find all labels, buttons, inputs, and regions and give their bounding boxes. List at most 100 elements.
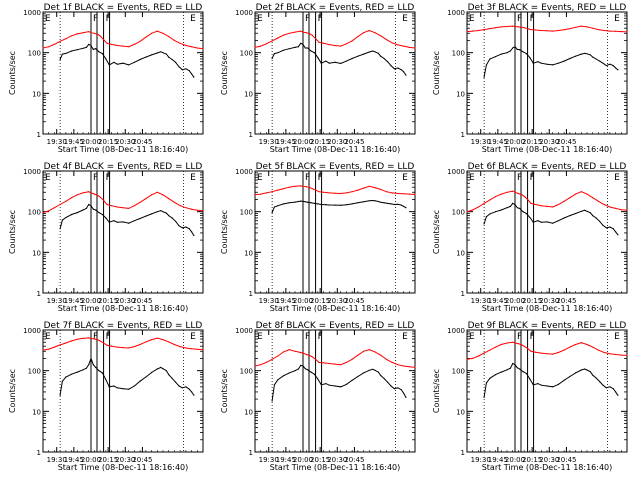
events-series-point [297,200,299,203]
events-series-point [85,367,87,369]
x-axis-label: Start Time (08-Dec-11 18:16:40) [270,145,401,154]
lld-series-point [517,192,520,195]
events-series-point [615,67,617,69]
lld-series-point [483,352,485,354]
events-series-point [128,222,130,224]
y-tick-label: 10 [32,408,41,416]
lld-series-point [156,337,158,339]
lld-series-point [540,29,542,32]
events-series-point [552,222,554,224]
events-series-point [615,231,617,233]
events-series-point [145,376,147,378]
y-tick-label: 100 [28,209,41,217]
events-series-point [393,68,395,70]
events-series-point [178,385,180,387]
events-series-point [59,58,61,61]
events-series-point [592,215,594,217]
marker-label: F [318,332,323,342]
events-series-point [307,369,309,371]
y-tick-label: 1 [249,449,253,457]
lld-series-point [59,344,61,346]
events-series-point [334,385,336,387]
events-series-point [92,364,94,366]
marker-label: E [469,173,475,183]
lld-series-point [168,341,170,343]
events-series-point [519,368,521,370]
lld-series-point [626,354,628,356]
events-series-point [363,372,365,374]
events-series-point [569,215,571,217]
y-tick-label: 1000 [235,168,253,176]
events-series-point [325,204,327,206]
lld-series-point [302,352,304,354]
events-series-point [552,386,554,388]
events-series-point [368,51,370,53]
lld-series-line [42,191,204,214]
lld-series-line [42,337,204,351]
lld-series-point [265,361,267,363]
y-tick-label: 1 [249,290,253,298]
x-tick-label: 20:00 [505,138,525,146]
lld-series-point [535,203,537,206]
lld-series-point [90,32,92,34]
lld-series-point [277,189,279,191]
events-series-point [609,386,611,388]
y-axis-label: Counts/sec [8,51,17,95]
lld-series-point [328,192,330,194]
x-tick-label: 20:15 [522,138,542,146]
lld-series-point [315,358,317,360]
events-series-point [357,375,359,378]
lld-series-point [351,358,353,360]
events-series-point [95,366,97,368]
events-series-point [65,376,67,378]
events-series-point [175,61,177,63]
events-series-point [334,61,336,63]
lld-series-point [173,201,175,203]
events-series-point [537,61,539,63]
lld-series-point [552,206,554,208]
events-series-point [151,54,153,56]
lld-series-point [271,191,273,193]
marker-label: F [106,332,111,342]
events-series-point [283,49,285,51]
events-series-point [101,372,103,374]
marker-label: E [402,332,408,342]
events-series-point [557,383,560,385]
lld-series-point [76,33,78,35]
lld-series-point [523,27,525,29]
x-tick-label: 20:45 [344,138,364,146]
events-series-point [185,386,187,388]
lld-series-point [65,342,67,344]
events-series-point [552,64,554,66]
events-series-point [522,51,524,53]
x-axis-label: Start Time (08-Dec-11 18:16:40) [270,463,401,472]
events-series-point [557,220,560,222]
lld-series-point [397,44,399,46]
plot-frame [466,329,628,453]
marker-label: F [318,14,323,24]
events-series-point [178,66,180,68]
lld-series-point [597,29,600,31]
x-tick-label: 20:00 [505,456,525,464]
lld-series-point [540,352,542,354]
lld-series-point [162,194,164,196]
lld-series-point [580,25,582,27]
x-tick-label: 20:30 [115,456,135,464]
y-tick-label: 10 [244,408,253,416]
lld-series-point [99,340,101,342]
lld-series-point [173,39,175,42]
events-series-point [85,46,87,49]
events-series-point [325,60,327,62]
lld-series-point [472,209,474,211]
lld-series-point [615,30,617,32]
events-series-point [357,202,359,204]
lld-series-point [99,35,101,37]
lld-series-point [133,43,135,46]
events-series-point [483,396,485,398]
lld-series-point [202,48,204,50]
events-series-point [277,205,279,207]
y-tick-label: 10 [456,408,465,416]
lld-series-point [185,44,187,47]
lld-series-point [76,338,78,340]
events-series-point [563,379,565,381]
